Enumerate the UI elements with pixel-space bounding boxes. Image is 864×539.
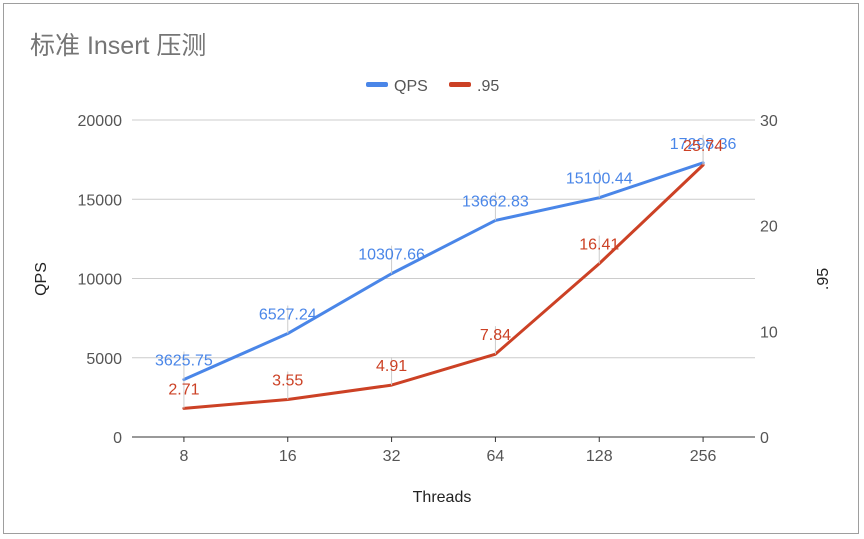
legend-label-p95: .95	[477, 78, 499, 95]
legend-swatch-p95	[449, 82, 471, 87]
y-right-tick-label: 20	[760, 219, 778, 236]
data-labels: 3625.756527.2410307.6613662.8315100.4417…	[155, 134, 737, 409]
x-tick-label: 8	[179, 448, 188, 465]
series-lines	[182, 161, 705, 410]
gridlines	[132, 119, 755, 438]
x-tick-label: 16	[279, 448, 297, 465]
series-line-qps	[182, 161, 705, 382]
x-tick-label: 256	[690, 448, 717, 465]
data-label-qps: 15100.44	[566, 171, 633, 188]
data-label-p95: 25.74	[683, 138, 723, 155]
legend-swatch-qps	[366, 82, 388, 87]
y-right-tick-label: 0	[760, 430, 769, 447]
y-axis-right-ticks: 0 10 20 30	[760, 113, 778, 447]
data-label-p95: 3.55	[272, 372, 303, 389]
data-label-qps: 6527.24	[259, 307, 317, 324]
y-right-tick-label: 30	[760, 113, 778, 130]
legend-label-qps: QPS	[394, 78, 428, 95]
x-axis-title: Threads	[413, 489, 472, 506]
x-tick-label: 64	[487, 448, 505, 465]
chart-frame	[3, 3, 859, 534]
data-label-qps: 13662.83	[462, 193, 529, 210]
y-axis-left-ticks: 0 5000 10000 15000 20000	[78, 113, 123, 447]
x-tick-label: 128	[586, 448, 613, 465]
y-axis-right-title: .95	[815, 268, 832, 290]
y-left-tick-label: 10000	[78, 272, 123, 289]
y-axis-left-title: QPS	[33, 262, 50, 296]
y-left-tick-label: 15000	[78, 192, 123, 209]
y-left-tick-label: 0	[113, 430, 122, 447]
x-tick-label: 32	[383, 448, 401, 465]
chart-title: 标准 Insert 压测	[30, 32, 206, 60]
x-axis-ticks: 8 16 32 64 128 256	[179, 437, 717, 465]
data-label-p95: 16.41	[579, 237, 619, 254]
legend: QPS .95	[366, 78, 499, 95]
y-left-tick-label: 5000	[86, 351, 122, 368]
y-right-tick-label: 10	[760, 324, 778, 341]
data-label-qps: 3625.75	[155, 353, 213, 370]
y-left-tick-label: 20000	[78, 113, 123, 130]
data-label-p95: 7.84	[480, 327, 511, 344]
data-label-p95: 4.91	[376, 358, 407, 375]
data-label-qps: 10307.66	[358, 247, 425, 264]
data-label-p95: 2.71	[168, 381, 199, 398]
series-line-p95	[182, 163, 705, 410]
